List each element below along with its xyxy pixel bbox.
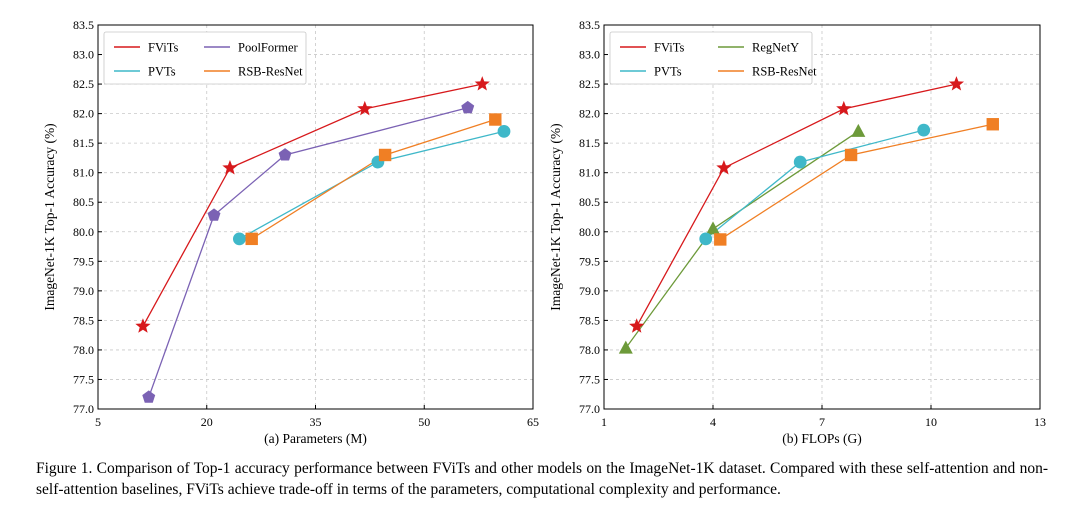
y-tick-label: 82.0: [73, 107, 94, 121]
series-line-regnety: [625, 130, 859, 349]
y-tick-label: 78.5: [579, 313, 600, 327]
y-tick-label: 80.0: [73, 225, 94, 239]
x-tick-label: 20: [201, 415, 213, 429]
data-point-fvits: [716, 159, 732, 175]
data-point-fvits: [629, 318, 645, 333]
y-tick-label: 82.5: [73, 77, 94, 91]
y-tick-label: 81.5: [579, 136, 600, 150]
y-tick-label: 81.5: [73, 136, 94, 150]
data-point-poolformer: [278, 148, 292, 161]
legend-label-pvts: PVTs: [148, 65, 176, 79]
legend-box: [103, 31, 307, 85]
y-tick-label: 77.0: [579, 402, 600, 416]
data-point-fvits: [135, 318, 151, 333]
data-point-rsb-resnet: [714, 233, 727, 246]
y-tick-label: 78.5: [73, 313, 94, 327]
data-point-fvits: [222, 159, 238, 175]
data-point-pvts: [917, 123, 931, 137]
y-tick-label: 81.0: [579, 166, 600, 180]
x-tick-label: 65: [527, 415, 539, 429]
x-axis-label: (b) FLOPs (G): [782, 431, 862, 446]
data-point-rsb-resnet: [489, 113, 502, 126]
legend-label-fvits: FViTs: [148, 41, 178, 55]
chart-panel-2: 77.0 77.5 78.0 78.5 79.0 79.5 80.0 80.5 81.0 81.5…: [548, 18, 1046, 446]
x-tick-label: 35: [310, 415, 322, 429]
x-tick-label: 1: [601, 415, 607, 429]
y-axis-label: ImageNet-1K Top-1 Accuracy (%): [548, 123, 563, 310]
x-tick-label: 4: [710, 415, 716, 429]
y-tick-label: 82.0: [579, 107, 600, 121]
legend-label-rsb-resnet: RSB-ResNet: [238, 65, 303, 79]
data-point-rsb-resnet: [986, 118, 999, 131]
x-tick-label: 13: [1034, 415, 1046, 429]
series-line-rsb-resnet: [719, 123, 993, 240]
y-tick-label: 82.5: [579, 77, 600, 91]
series-line-rsb-resnet: [251, 118, 496, 240]
y-axis-label: ImageNet-1K Top-1 Accuracy (%): [42, 123, 57, 310]
x-tick-label: 5: [95, 415, 101, 429]
legend-label-pvts: PVTs: [654, 65, 682, 79]
legend-label-rsb-resnet: RSB-ResNet: [752, 65, 817, 79]
y-tick-label: 80.5: [73, 195, 94, 209]
x-axis-label: (a) Parameters (M): [264, 431, 367, 446]
figure-caption: Figure 1. Comparison of Top-1 accuracy p…: [36, 460, 1048, 498]
data-point-rsb-resnet: [378, 148, 392, 162]
data-point-pvts: [497, 124, 511, 138]
data-point-fvits: [948, 76, 965, 91]
y-tick-label: 83.0: [579, 48, 600, 62]
x-tick-label: 10: [925, 415, 937, 429]
y-tick-label: 80.0: [579, 225, 600, 239]
y-tick-label: 77.5: [579, 372, 600, 386]
data-point-poolformer: [142, 390, 156, 403]
y-tick-label: 83.0: [73, 48, 94, 62]
y-tick-label: 79.5: [73, 254, 94, 268]
data-point-rsb-resnet: [844, 148, 858, 162]
legend-label-poolformer: PoolFormer: [238, 41, 299, 55]
data-point-pvts: [793, 155, 807, 169]
data-point-fvits: [357, 100, 373, 116]
legend-label-regnety: RegNetY: [752, 41, 799, 55]
y-tick-label: 78.0: [579, 343, 600, 357]
x-tick-label: 50: [418, 415, 430, 429]
series-line-pvts: [239, 130, 505, 240]
data-point-rsb-resnet: [245, 232, 258, 246]
data-point-fvits: [474, 76, 490, 91]
series-line-fvits: [142, 83, 483, 327]
y-tick-label: 77.0: [73, 402, 94, 416]
data-point-poolformer: [207, 208, 221, 221]
y-tick-label: 79.5: [579, 254, 600, 268]
y-tick-label: 79.0: [579, 284, 600, 298]
y-tick-label: 77.5: [73, 372, 94, 386]
legend-label-fvits: FViTs: [654, 41, 684, 55]
y-tick-label: 78.0: [73, 343, 94, 357]
data-point-fvits: [836, 100, 852, 116]
data-point-poolformer: [461, 100, 475, 114]
y-tick-label: 79.0: [73, 284, 94, 298]
data-point-regnety: [618, 340, 633, 354]
chart-panel-1: 77.0 77.5 78.0 78.5 79.0 79.5 80.0 80.5 81.0 81.5…: [42, 18, 539, 446]
y-tick-label: 83.5: [579, 18, 600, 32]
figure: 77.0 77.5 78.0 78.5 79.0 79.5 80.0 80.5 81.0 81.5…: [42, 18, 1046, 446]
data-point-pvts: [232, 232, 246, 246]
x-tick-label: 7: [819, 415, 825, 429]
data-point-pvts: [699, 232, 713, 246]
y-tick-label: 83.5: [73, 18, 94, 32]
series-line-fvits: [636, 83, 957, 327]
data-point-regnety: [706, 221, 720, 235]
data-point-regnety: [851, 123, 866, 137]
y-tick-label: 81.0: [73, 166, 94, 180]
series-line-poolformer: [148, 107, 468, 398]
legend-box: [609, 31, 813, 85]
y-tick-label: 80.5: [579, 195, 600, 209]
